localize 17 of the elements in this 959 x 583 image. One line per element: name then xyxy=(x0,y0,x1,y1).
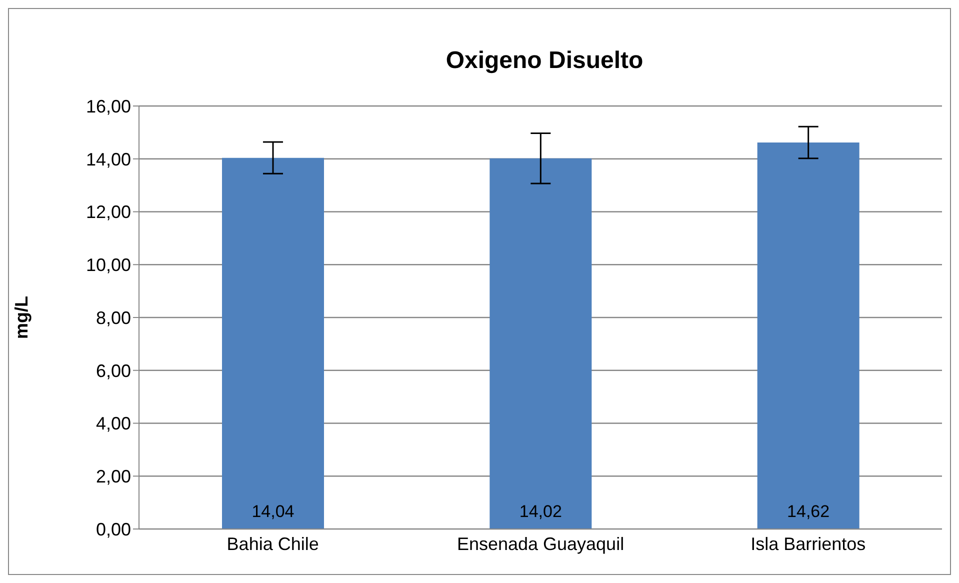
data-label: 14,04 xyxy=(252,502,294,521)
y-tick-label: 4,00 xyxy=(96,414,131,434)
chart-title: Oxigeno Disuelto xyxy=(444,47,644,75)
x-tick-label: Ensenada Guayaquil xyxy=(456,534,624,554)
y-tick-label: 10,00 xyxy=(86,255,131,276)
y-tick-label: 6,00 xyxy=(96,360,131,381)
x-tick-label: Isla Barrientos xyxy=(750,534,866,554)
y-tick-label: 0,00 xyxy=(96,519,131,540)
y-tick-label: 8,00 xyxy=(96,308,131,328)
x-tick-label: Bahia Chile xyxy=(226,534,319,554)
y-tick-label: 12,00 xyxy=(86,202,131,222)
y-tick-label: 16,00 xyxy=(86,96,131,116)
y-axis-title: mg/L xyxy=(11,296,32,339)
y-tick-label: 14,00 xyxy=(86,149,131,170)
data-label: 14,02 xyxy=(519,502,562,521)
y-tick-label: 2,00 xyxy=(96,466,131,487)
data-label: 14,62 xyxy=(787,502,830,521)
